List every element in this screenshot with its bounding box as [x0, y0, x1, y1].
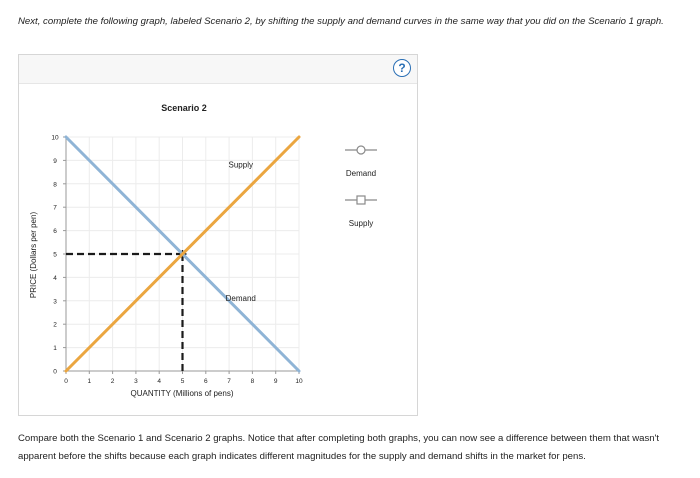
y-tick-label: 3	[53, 298, 57, 305]
scenario-2-chart: Scenario 2 0 1 2 3 4 5 6 7 8 9 10 0 1 2 3 4 5 6 7 8 9 10 QUAN…	[29, 103, 377, 398]
graph-panel: ? Scenario 2 0 1 2 3 4 5 6 7 8 9 10 0 1 2 3 4 5 6 7 8 9 10 QU…	[18, 54, 418, 416]
help-button[interactable]: ?	[393, 59, 411, 77]
legend[interactable]: Demand Supply	[345, 145, 377, 228]
y-tick-label: 0	[53, 369, 57, 376]
x-axis-label: QUANTITY (Millions of pens)	[131, 389, 234, 398]
legend-circle-marker[interactable]	[356, 145, 366, 155]
legend-item-supply[interactable]: Supply	[345, 195, 377, 228]
y-tick-label: 8	[53, 181, 57, 188]
y-tick-label: 1	[53, 345, 57, 352]
y-tick-label: 2	[53, 322, 57, 329]
x-tick-label: 3	[134, 378, 138, 385]
y-tick-label: 7	[53, 205, 57, 212]
y-tick-label: 5	[53, 252, 57, 259]
x-tick-label: 9	[274, 378, 278, 385]
legend-label-demand: Demand	[346, 169, 376, 178]
curve-labels: Demand Supply	[226, 160, 256, 302]
x-tick-label: 1	[87, 378, 91, 385]
x-tick-label: 2	[111, 378, 115, 385]
x-tick-label: 4	[157, 378, 161, 385]
x-tick-label: 8	[251, 378, 255, 385]
panel-toolbar	[19, 55, 417, 84]
footer-text: Compare both the Scenario 1 and Scenario…	[18, 433, 660, 462]
supply-curve[interactable]	[64, 135, 301, 373]
tick-labels: 0 1 2 3 4 5 6 7 8 9 10 0 1 2 3 4 5 6 7 8 9 10	[51, 135, 303, 386]
x-tick-label: 6	[204, 378, 208, 385]
x-tick-label: 0	[64, 378, 68, 385]
y-tick-label: 6	[53, 228, 57, 235]
x-tick-label: 10	[295, 378, 303, 385]
chart-title: Scenario 2	[161, 103, 207, 113]
y-tick-label: 10	[51, 135, 59, 142]
x-tick-label: 5	[181, 378, 185, 385]
y-axis-label: PRICE (Dollars per pen)	[29, 212, 38, 299]
legend-square-marker[interactable]	[356, 195, 366, 205]
legend-item-demand[interactable]: Demand	[345, 145, 377, 178]
x-tick-label: 7	[227, 378, 231, 385]
curves[interactable]	[64, 135, 301, 373]
y-tick-label: 4	[53, 275, 57, 282]
instructions-text: Next, complete the following graph, labe…	[18, 16, 664, 27]
demand-curve-label: Demand	[226, 294, 256, 303]
y-tick-label: 9	[53, 158, 57, 165]
supply-curve-label: Supply	[229, 160, 253, 169]
legend-label-supply: Supply	[349, 219, 373, 228]
